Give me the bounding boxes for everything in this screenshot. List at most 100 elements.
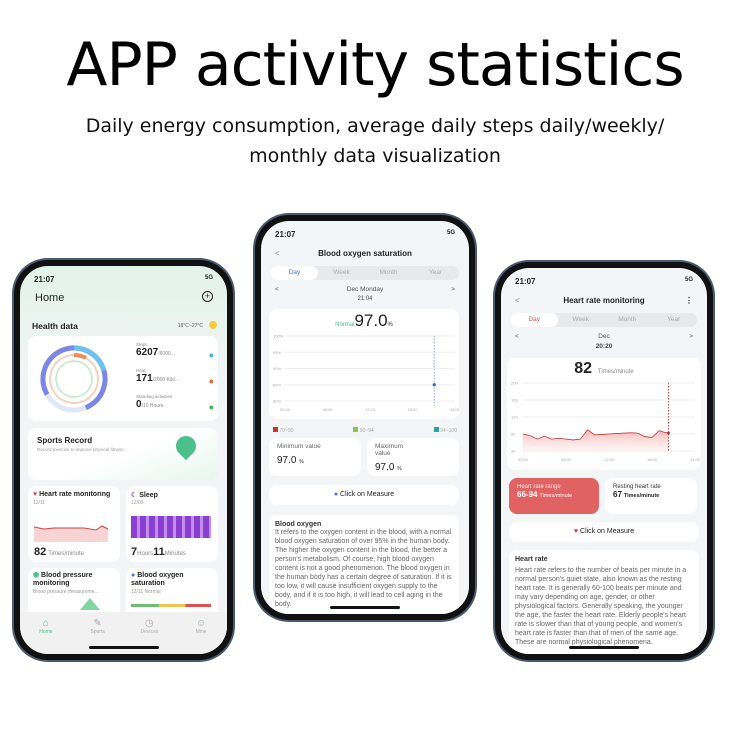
sleep-card[interactable]: ☾ Sleep 12/09 7Hours11Minutes bbox=[126, 486, 218, 562]
network-label: 5G bbox=[204, 275, 213, 281]
sleep-mini-chart bbox=[131, 516, 211, 538]
y-tick-label: 85% bbox=[273, 382, 281, 387]
status-label: Normal bbox=[335, 322, 355, 328]
standing-icon: ● bbox=[208, 402, 214, 412]
min-label: Minimum value bbox=[277, 443, 321, 450]
sports-desc: Record exercise to improve physical fitn… bbox=[37, 447, 124, 452]
nav-label: Sports bbox=[90, 629, 105, 635]
data-point bbox=[666, 431, 670, 435]
oxy-title: Blood oxygen saturation bbox=[131, 572, 184, 587]
nav-devices[interactable]: ◷ Devices bbox=[124, 618, 176, 654]
y-tick-label: 40 bbox=[511, 449, 516, 454]
tab-year[interactable]: Year bbox=[428, 269, 443, 276]
add-icon[interactable]: + bbox=[202, 291, 213, 302]
nav-sports[interactable]: ✎ Sports bbox=[72, 618, 124, 654]
minutes-unit: Minutes bbox=[164, 551, 186, 557]
bp-title: Blood pressure monitoring bbox=[33, 572, 93, 587]
heart-value: 82 bbox=[34, 546, 47, 558]
moon-icon: ☾ bbox=[131, 492, 138, 499]
next-date-button[interactable]: > bbox=[451, 286, 455, 293]
activity-rings bbox=[40, 345, 108, 413]
nav-mine[interactable]: ☺ Mine bbox=[175, 618, 227, 654]
heart-title: Heart rate monitoring bbox=[39, 491, 111, 498]
nav-home[interactable]: ⌂ Home bbox=[20, 618, 72, 654]
measure-button[interactable]: ● Click on Measure bbox=[269, 485, 459, 505]
home-screen: 21:07 5G Home + Health data 16°C~27°C Ste… bbox=[20, 266, 227, 654]
heart-rate-card[interactable]: ♥ Heart rate monitoring 12/11 82 Times/m… bbox=[28, 486, 120, 562]
sleep-minutes: 11 bbox=[153, 546, 165, 558]
heart-unit: Times/minute bbox=[597, 369, 634, 375]
info-title: Heart rate bbox=[515, 556, 548, 563]
x-tick-label: 06:00 bbox=[322, 407, 333, 412]
health-summary-card[interactable]: Steps 6207/6000... ● Heat 171/2000 Kilo... ● S… bbox=[28, 336, 218, 421]
sports-icon: ✎ bbox=[93, 618, 102, 629]
sun-icon bbox=[209, 321, 217, 329]
stat-value: 171 bbox=[136, 373, 153, 384]
heart-unit: Times/minute bbox=[48, 551, 84, 557]
user-icon: ☺ bbox=[196, 618, 207, 629]
period-tabs: Day Week Month Year bbox=[511, 313, 697, 327]
stat-value: 6207 bbox=[136, 347, 159, 358]
phone-heart-rate: 21:07 5G < Heart rate monitoring ⋮ Day Week M… bbox=[495, 262, 713, 660]
location-pin-icon bbox=[171, 431, 201, 461]
pct-unit: % bbox=[299, 459, 304, 465]
sleep-date: 12/09 bbox=[131, 500, 144, 506]
back-button[interactable]: < bbox=[515, 296, 520, 305]
sleep-title: Sleep bbox=[139, 492, 158, 499]
status-time: 21:07 bbox=[275, 230, 296, 239]
flame-icon: ● bbox=[208, 376, 214, 386]
pct-unit: % bbox=[397, 466, 402, 472]
stat-label: Standing activities bbox=[136, 394, 173, 399]
stat-item: Steps 6207/6000... ● bbox=[136, 342, 216, 368]
network-label: 5G bbox=[446, 230, 455, 236]
heart-icon: ♥ bbox=[33, 491, 38, 498]
sports-record-card[interactable]: Sports Record Record exercise to improve… bbox=[28, 428, 218, 480]
info-card: Blood oxygen It refers to the oxygen con… bbox=[269, 515, 459, 614]
stat-unit: /2000 Kilo... bbox=[152, 377, 180, 383]
resting-heart-rate-card: Resting heart rate 67 Times/minute bbox=[605, 478, 697, 514]
tab-month[interactable]: Month bbox=[618, 316, 637, 323]
info-title: Blood oxygen bbox=[275, 521, 322, 528]
y-tick-label: 80% bbox=[273, 399, 281, 404]
tab-day[interactable]: Day bbox=[511, 313, 558, 327]
measure-button[interactable]: ♥ Click on Measure bbox=[509, 522, 699, 542]
bp-icon: ⬟ bbox=[33, 572, 40, 579]
nav-label: Mine bbox=[195, 629, 207, 635]
watch-icon: ◷ bbox=[145, 618, 154, 629]
oxygen-value: 97.0 bbox=[354, 311, 388, 330]
y-tick-label: 80 bbox=[511, 432, 516, 437]
back-button[interactable]: < bbox=[275, 249, 280, 258]
date-label: Dec Monday bbox=[346, 286, 384, 293]
tab-week[interactable]: Week bbox=[572, 316, 590, 323]
tab-year[interactable]: Year bbox=[667, 316, 681, 323]
oxygen-chart-card: Normal97.0% 100% 95% 90% 85% 80% 00:00 06:00 12… bbox=[269, 309, 461, 419]
x-tick-label: 12:00 bbox=[604, 457, 615, 462]
tab-week[interactable]: Week bbox=[333, 269, 350, 276]
walking-icon: ● bbox=[208, 350, 214, 360]
network-label: 5G bbox=[684, 277, 693, 283]
resting-unit: Times/minute bbox=[623, 493, 660, 499]
blood-pressure-card[interactable]: ⬟ Blood pressure monitoring Blood pressu… bbox=[28, 568, 120, 618]
tab-month[interactable]: Month bbox=[379, 269, 398, 276]
next-date-button[interactable]: > bbox=[689, 333, 693, 340]
x-tick-label: 06:00 bbox=[561, 457, 572, 462]
standing-ring bbox=[55, 360, 93, 398]
nav-label: Home bbox=[39, 629, 53, 635]
prev-date-button[interactable]: < bbox=[515, 333, 519, 340]
legend-label: 90~94 bbox=[359, 428, 374, 434]
blood-oxygen-card[interactable]: ● Blood oxygen saturation 12/11 Normal bbox=[126, 568, 218, 618]
heart-rate-area bbox=[523, 429, 669, 451]
y-tick-label: 90% bbox=[273, 366, 281, 371]
legend-item: 94~100 bbox=[433, 427, 457, 434]
max-value-card: Maximum value 97.0 % bbox=[367, 438, 459, 476]
bp-desc: Blood pressure measureme... bbox=[33, 589, 99, 595]
more-icon[interactable]: ⋮ bbox=[685, 296, 693, 305]
stat-item: Heat 171/2000 Kilo... ● bbox=[136, 368, 216, 394]
heart-mini-chart bbox=[34, 525, 109, 542]
screen-title: Blood oxygen saturation bbox=[318, 249, 412, 258]
tab-day[interactable]: Day bbox=[271, 266, 318, 280]
heart-rate-line bbox=[522, 429, 669, 441]
range-value: 66-94 bbox=[517, 490, 538, 499]
legend-item: 90~94 bbox=[353, 427, 374, 434]
prev-date-button[interactable]: < bbox=[275, 286, 279, 293]
